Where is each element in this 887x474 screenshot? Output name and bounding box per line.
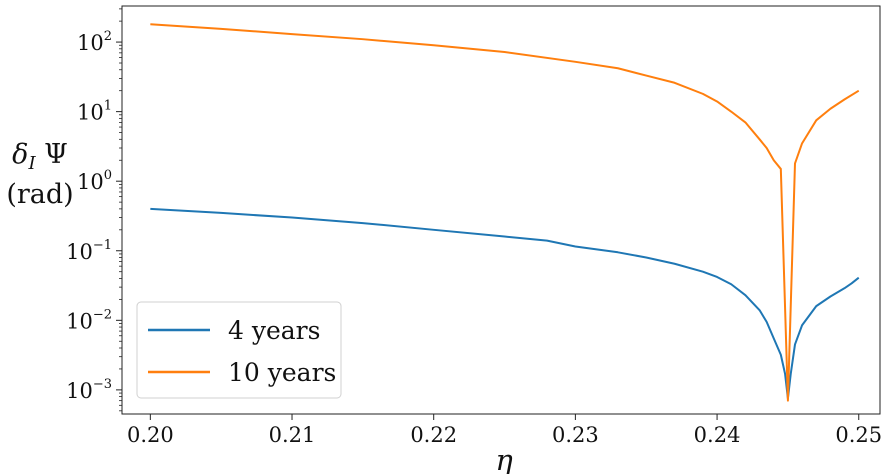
y-tick-label: 101 xyxy=(77,99,112,125)
x-tick-label: 0.22 xyxy=(410,423,457,447)
y-tick-label: 10−3 xyxy=(66,377,112,403)
plot-frame xyxy=(121,5,881,415)
x-tick-label: 0.21 xyxy=(269,423,316,447)
y-axis-ticks: 10−3 10−2 10−1 100 101 102 xyxy=(66,8,122,412)
y-tick-label: 10−2 xyxy=(66,307,112,333)
y-axis-label-line1: δI Ψ xyxy=(12,139,68,174)
y-axis-label: δI Ψ (rad) xyxy=(6,139,73,210)
plot-area xyxy=(121,5,881,415)
series-line-4-years xyxy=(150,207,860,400)
legend-label-10-years: 10 years xyxy=(228,358,336,387)
x-tick-label: 0.25 xyxy=(835,423,882,447)
legend-box xyxy=(136,301,342,399)
x-axis-ticks: 0.20 0.21 0.22 0.23 0.24 0.25 xyxy=(127,414,882,447)
y-axis-label-line2: (rad) xyxy=(6,179,73,210)
x-tick-label: 0.20 xyxy=(127,423,174,447)
x-tick-label: 0.24 xyxy=(694,423,741,447)
x-axis-label: η xyxy=(495,443,513,474)
legend: 4 years 10 years xyxy=(136,301,342,399)
y-tick-label: 102 xyxy=(77,29,112,55)
y-tick-label: 10−1 xyxy=(66,238,112,264)
series-layer xyxy=(150,23,860,402)
x-tick-label: 0.23 xyxy=(552,423,599,447)
y-tick-label: 100 xyxy=(77,168,112,194)
series-line-10-years xyxy=(150,23,860,402)
legend-label-4-years: 4 years xyxy=(228,316,320,345)
